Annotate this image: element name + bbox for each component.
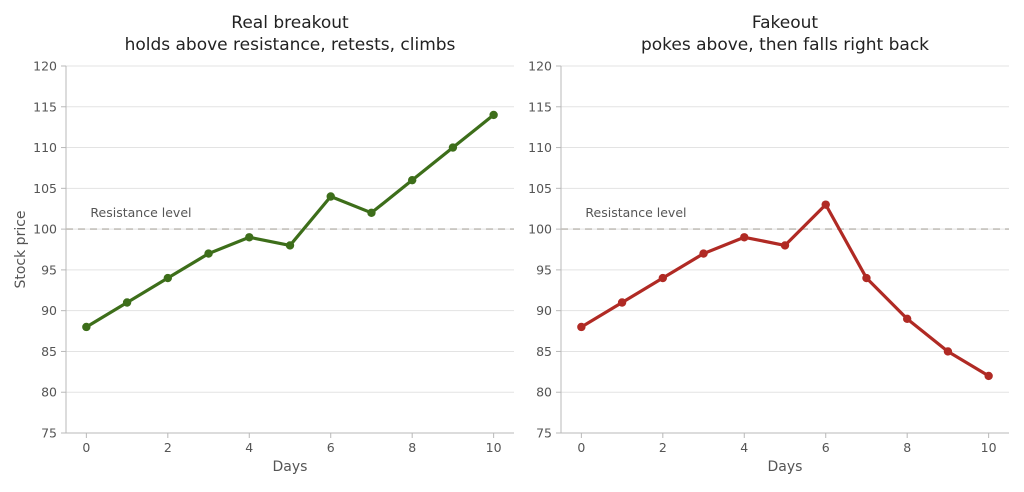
data-point: [326, 192, 335, 201]
x-tick-label: 10: [486, 440, 502, 455]
data-point: [699, 249, 708, 258]
data-point: [204, 249, 213, 258]
y-tick-label: 90: [536, 303, 552, 318]
data-point: [780, 241, 790, 250]
y-tick-label: 110: [528, 140, 552, 155]
data-point: [902, 314, 912, 324]
y-tick-label: 80: [41, 385, 57, 400]
data-point: [448, 143, 458, 152]
y-tick-label: 100: [528, 222, 552, 237]
y-tick-label: 85: [41, 344, 57, 359]
data-point: [82, 322, 91, 332]
x-tick-label: 0: [577, 440, 585, 455]
data-point: [245, 233, 254, 242]
data-point: [984, 371, 993, 381]
x-tick-label: 4: [245, 440, 253, 455]
resistance-label: Resistance level: [585, 205, 686, 220]
y-tick-label: 120: [528, 59, 552, 74]
data-point: [367, 208, 376, 217]
y-tick-label: 85: [536, 344, 552, 359]
y-tick-label: 100: [33, 222, 57, 237]
data-point: [163, 273, 173, 283]
y-tick-label: 90: [41, 303, 57, 318]
x-tick-label: 2: [164, 440, 172, 455]
series-line: [579, 203, 991, 378]
x-tick-label: 6: [822, 440, 830, 455]
chart-subtitle: holds above resistance, retests, climbs: [125, 35, 456, 55]
data-point: [122, 298, 132, 307]
x-tick-label: 4: [740, 440, 748, 455]
chart-title: Fakeout: [752, 13, 819, 33]
data-point: [658, 273, 668, 283]
data-point: [577, 322, 586, 332]
series-line: [84, 113, 496, 329]
chart-title: Real breakout: [231, 13, 349, 33]
data-point: [821, 200, 830, 209]
y-tick-label: 105: [33, 181, 57, 196]
data-point: [862, 273, 871, 283]
x-tick-label: 8: [408, 440, 416, 455]
y-tick-label: 75: [536, 426, 552, 441]
data-point: [285, 241, 295, 250]
resistance-label: Resistance level: [90, 205, 191, 220]
y-tick-label: 110: [33, 140, 57, 155]
x-tick-label: 2: [659, 440, 667, 455]
y-tick-label: 115: [33, 99, 57, 114]
x-tick-label: 0: [82, 440, 90, 455]
y-axis-label: Stock price: [13, 210, 29, 288]
data-point: [407, 175, 417, 185]
y-tick-label: 120: [33, 59, 57, 74]
data-point: [740, 233, 749, 242]
y-tick-label: 95: [536, 262, 552, 277]
y-tick-label: 75: [41, 426, 57, 441]
chart-subtitle: pokes above, then falls right back: [641, 35, 929, 55]
x-tick-label: 6: [327, 440, 335, 455]
data-point: [489, 110, 498, 120]
data-point: [617, 298, 627, 307]
data-point: [943, 347, 953, 356]
x-axis-label: Days: [273, 459, 308, 475]
y-tick-label: 115: [528, 99, 552, 114]
y-tick-label: 105: [528, 181, 552, 196]
y-tick-label: 80: [536, 385, 552, 400]
x-axis-label: Days: [768, 459, 803, 475]
x-tick-label: 8: [903, 440, 911, 455]
x-tick-label: 10: [981, 440, 997, 455]
y-tick-label: 95: [41, 262, 57, 277]
